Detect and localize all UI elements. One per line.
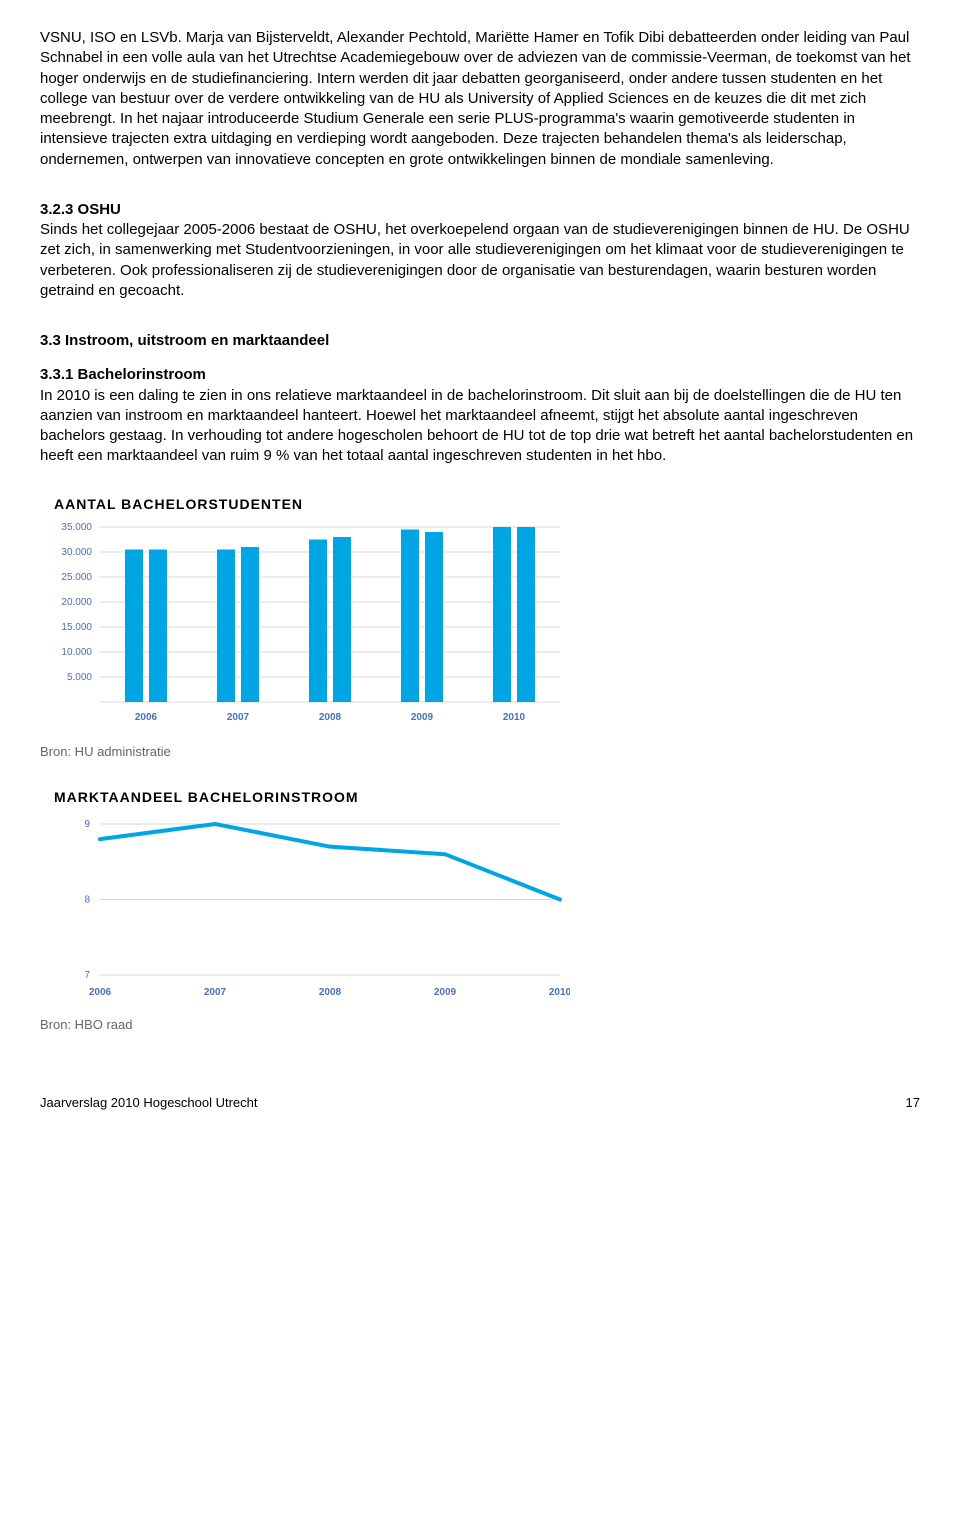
svg-text:7: 7 — [84, 970, 90, 981]
sec-331-body: In 2010 is een daling te zien in ons rel… — [40, 386, 920, 467]
sec-33-heading: 3.3 Instroom, uitstroom en marktaandeel — [40, 331, 920, 351]
chart2-source: Bron: HBO raad — [40, 1016, 920, 1034]
svg-text:2009: 2009 — [434, 987, 457, 998]
footer-left: Jaarverslag 2010 Hogeschool Utrecht — [40, 1094, 258, 1112]
svg-text:2006: 2006 — [135, 712, 158, 723]
sec-331-heading: 3.3.1 Bachelorinstroom — [40, 365, 920, 385]
svg-text:2010: 2010 — [503, 712, 526, 723]
chart-bachelorstudenten-wrap: AANTAL BACHELORSTUDENTEN 5.000 10.000 15.00… — [40, 487, 920, 737]
svg-text:9: 9 — [84, 819, 90, 830]
page-footer: Jaarverslag 2010 Hogeschool Utrecht 17 — [40, 1094, 920, 1112]
svg-text:2009: 2009 — [411, 712, 434, 723]
svg-text:2008: 2008 — [319, 712, 342, 723]
sec-323-heading: 3.2.3 OSHU — [40, 200, 920, 220]
svg-text:2007: 2007 — [227, 712, 250, 723]
svg-text:30.000: 30.000 — [61, 547, 92, 558]
chart-marktaandeel-wrap: MARKTAANDEEL BACHELORINSTROOM 7 8 9 2006 2007… — [40, 780, 920, 1010]
svg-text:35.000: 35.000 — [61, 522, 92, 533]
svg-text:25.000: 25.000 — [61, 572, 92, 583]
svg-text:MARKTAANDEEL BACHELORINSTROOM: MARKTAANDEEL BACHELORINSTROOM — [54, 789, 359, 805]
svg-text:2008: 2008 — [319, 987, 342, 998]
svg-text:5.000: 5.000 — [67, 672, 92, 683]
svg-text:AANTAL BACHELORSTUDENTEN: AANTAL BACHELORSTUDENTEN — [54, 496, 303, 512]
svg-text:2006: 2006 — [89, 987, 112, 998]
intro-paragraph: VSNU, ISO en LSVb. Marja van Bijsterveld… — [40, 28, 920, 170]
chart-bachelorstudenten: AANTAL BACHELORSTUDENTEN 5.000 10.000 15.00… — [40, 487, 570, 737]
footer-right: 17 — [906, 1094, 920, 1112]
svg-text:15.000: 15.000 — [61, 622, 92, 633]
svg-text:8: 8 — [84, 895, 90, 906]
svg-text:2007: 2007 — [204, 987, 227, 998]
sec-323-body: Sinds het collegejaar 2005-2006 bestaat … — [40, 220, 920, 301]
chart-marktaandeel: MARKTAANDEEL BACHELORINSTROOM 7 8 9 2006 2007… — [40, 780, 570, 1010]
svg-text:2010: 2010 — [549, 987, 570, 998]
svg-text:10.000: 10.000 — [61, 647, 92, 658]
svg-text:20.000: 20.000 — [61, 597, 92, 608]
chart1-source: Bron: HU administratie — [40, 743, 920, 761]
